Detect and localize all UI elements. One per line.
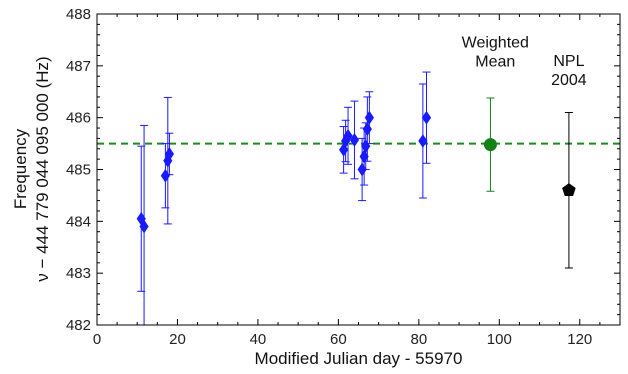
- x-tick-label: 20: [169, 331, 186, 348]
- diamond-point: [139, 219, 149, 234]
- x-axis-label: Modified Julian day - 55970: [255, 349, 463, 368]
- y-axis-label-secondary: ν − 444 779 044 095 000 (Hz): [33, 56, 52, 281]
- y-axis-label: Frequency: [11, 128, 30, 209]
- diamond-point: [361, 139, 371, 154]
- axes-layer: 0 20 40 60 80 100 120 482 483 484 485 486 487 488: [66, 6, 620, 348]
- annotations-layer: Weighted Mean NPL 2004: [462, 35, 587, 89]
- diamond-point: [418, 134, 428, 148]
- annotation-text: NPL: [553, 53, 584, 70]
- x-tick-label: 120: [567, 331, 592, 348]
- diamond-point: [343, 128, 353, 143]
- x-tick-label: 0: [93, 331, 101, 348]
- annotation-text: Weighted: [462, 35, 529, 52]
- data-clip-group: [136, 71, 576, 325]
- x-tick-label: 60: [330, 331, 347, 348]
- y-tick-label: 486: [66, 110, 91, 127]
- y-tick-label: 484: [66, 213, 91, 230]
- diamond-point: [164, 147, 175, 161]
- weighted-mean-point: [483, 138, 497, 152]
- annotation-text: Mean: [475, 54, 515, 71]
- x-tick-label: 80: [411, 331, 428, 348]
- diamond-point: [364, 110, 374, 125]
- diamond-point: [349, 133, 360, 147]
- y-tick-label: 482: [66, 317, 91, 334]
- data-points-layer: [136, 71, 576, 325]
- x-tick-label: 40: [250, 331, 267, 348]
- y-tick-label: 488: [66, 6, 91, 23]
- x-tick-label: 100: [487, 331, 512, 348]
- y-tick-label: 485: [66, 162, 91, 179]
- annotation-text: 2004: [551, 72, 587, 89]
- y-tick-label: 487: [66, 58, 91, 75]
- y-tick-label: 483: [66, 265, 91, 282]
- npl-2004-point: [562, 183, 576, 196]
- diamond-point: [421, 110, 432, 125]
